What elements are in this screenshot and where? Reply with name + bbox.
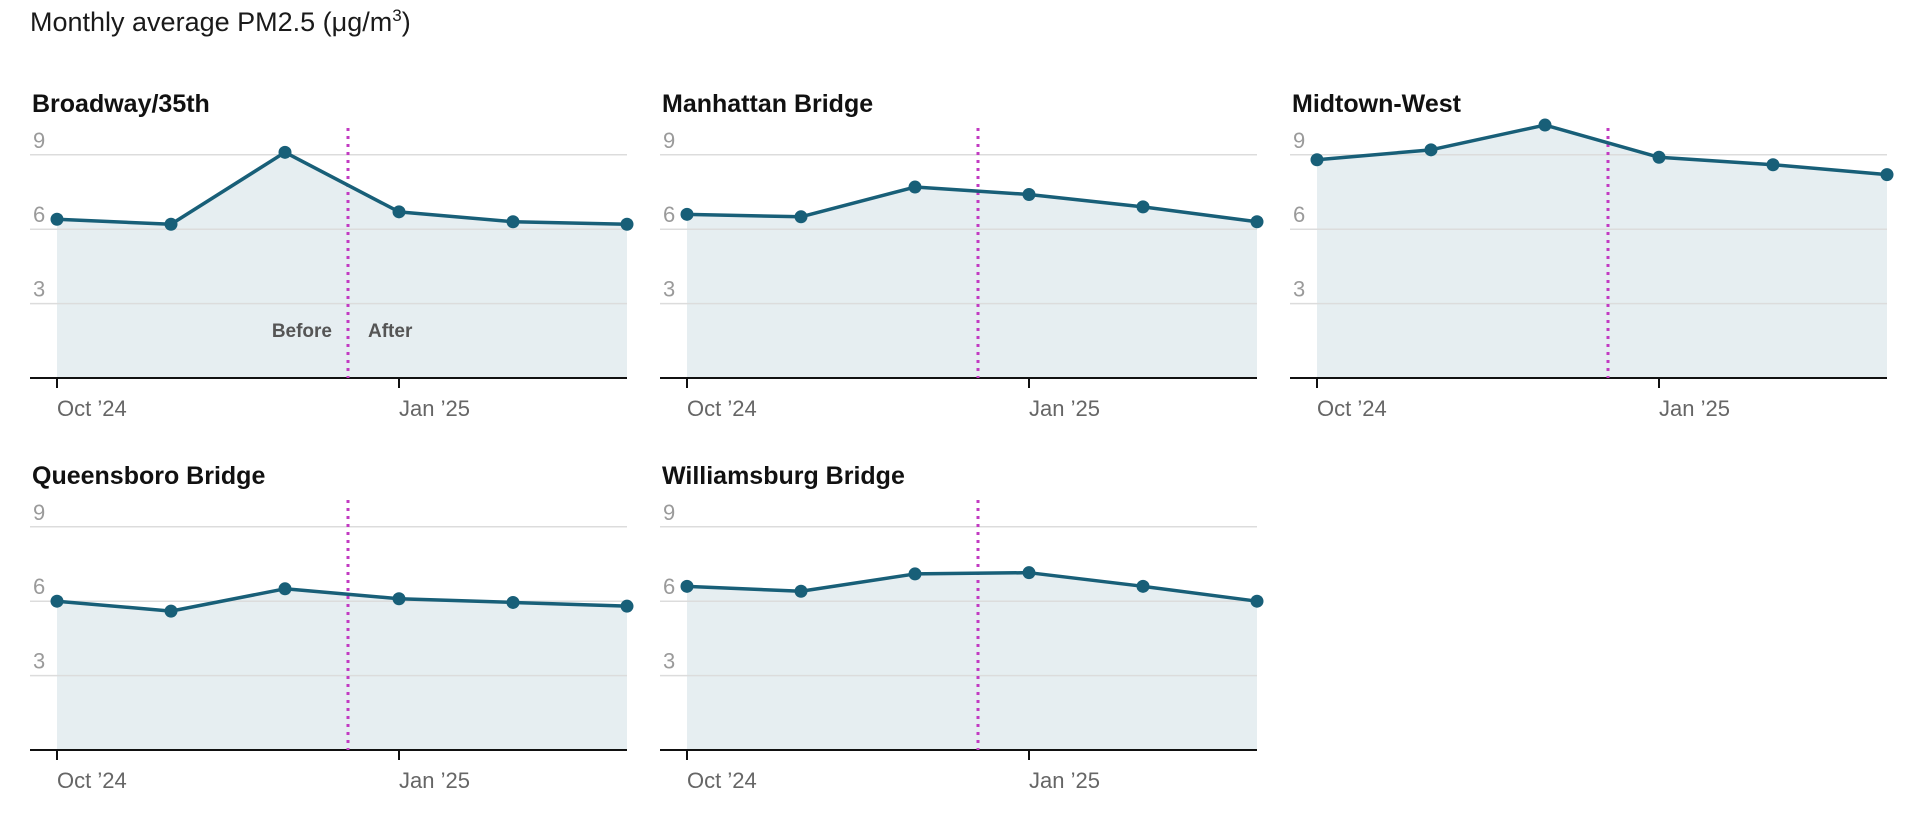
data-point <box>1136 579 1150 593</box>
data-point <box>1250 215 1264 229</box>
x-tick-label: Oct ’24 <box>57 768 127 793</box>
data-point <box>1022 566 1036 580</box>
data-point <box>278 582 292 596</box>
y-tick-label: 6 <box>33 202 45 227</box>
data-point <box>620 599 634 613</box>
data-point <box>1136 200 1150 214</box>
data-point <box>620 217 634 231</box>
x-tick-label: Jan ’25 <box>399 396 470 421</box>
area-fill <box>687 187 1257 378</box>
panel-title: Manhattan Bridge <box>662 90 873 118</box>
data-point <box>1310 153 1324 167</box>
y-tick-label: 9 <box>663 128 675 153</box>
data-point <box>278 145 292 159</box>
y-tick-label: 9 <box>1293 128 1305 153</box>
x-tick-label: Oct ’24 <box>687 768 757 793</box>
y-tick-label: 6 <box>1293 202 1305 227</box>
x-tick-label: Jan ’25 <box>399 768 470 793</box>
y-tick-label: 9 <box>33 500 45 525</box>
chart-title-close: ) <box>401 7 411 37</box>
y-tick-label: 9 <box>663 500 675 525</box>
data-point <box>506 215 520 229</box>
x-tick-label: Oct ’24 <box>57 396 127 421</box>
data-point <box>680 579 694 593</box>
y-tick-label: 6 <box>663 202 675 227</box>
chart-title-superscript: 3 <box>392 6 402 25</box>
panel-1: Broadway/35th 3 6 9 Oct ’24 Jan ’25 Before Afte… <box>30 90 634 421</box>
area-fill <box>687 572 1257 750</box>
data-point <box>908 180 922 194</box>
y-tick-label: 6 <box>33 574 45 599</box>
panel-title: Queensboro Bridge <box>32 462 265 490</box>
y-tick-label: 3 <box>33 277 45 302</box>
data-point <box>680 207 694 221</box>
data-point <box>1880 168 1894 182</box>
x-tick-label: Oct ’24 <box>687 396 757 421</box>
data-point <box>908 567 922 581</box>
area-fill <box>1317 125 1887 378</box>
data-point <box>506 595 520 609</box>
annotation-after: After <box>368 321 413 342</box>
data-point <box>164 217 178 231</box>
data-point <box>1652 150 1666 164</box>
panel-3: Midtown-West 3 6 9 Oct ’24 Jan ’25 <box>1290 90 1894 421</box>
panel-title: Midtown-West <box>1292 90 1462 118</box>
y-tick-label: 9 <box>33 128 45 153</box>
data-point <box>1424 143 1438 157</box>
data-point <box>794 584 808 598</box>
series-line <box>1316 123 1888 177</box>
area-fill <box>57 588 627 750</box>
chart-title-text: Monthly average PM2.5 (μg/m <box>30 7 393 37</box>
data-point <box>1538 118 1552 132</box>
series-line <box>686 185 1258 224</box>
data-point <box>1022 187 1036 201</box>
data-point <box>392 592 406 606</box>
y-tick-label: 3 <box>663 649 675 674</box>
x-tick-label: Jan ’25 <box>1659 396 1730 421</box>
y-tick-label: 3 <box>663 277 675 302</box>
annotation-before: Before <box>272 321 332 342</box>
x-tick-label: Jan ’25 <box>1029 768 1100 793</box>
series-line <box>686 570 1258 603</box>
series-line <box>56 150 628 226</box>
x-tick-label: Jan ’25 <box>1029 396 1100 421</box>
y-tick-label: 3 <box>1293 277 1305 302</box>
panel-title: Broadway/35th <box>32 90 210 118</box>
panel-2: Manhattan Bridge 3 6 9 Oct ’24 Jan ’25 <box>660 90 1264 421</box>
data-point <box>392 205 406 219</box>
data-point <box>50 594 64 608</box>
panel-title: Williamsburg Bridge <box>662 462 905 490</box>
panel-4: Queensboro Bridge 3 6 9 Oct ’24 Jan ’25 <box>30 462 634 793</box>
chart-title: Monthly average PM2.5 (μg/m3) <box>30 6 411 38</box>
data-point <box>50 212 64 226</box>
panel-5: Williamsburg Bridge 3 6 9 Oct ’24 Jan ’25 <box>660 462 1264 793</box>
x-tick-label: Oct ’24 <box>1317 396 1387 421</box>
y-tick-label: 3 <box>33 649 45 674</box>
y-tick-label: 6 <box>663 574 675 599</box>
data-point <box>1766 158 1780 172</box>
data-point <box>794 210 808 224</box>
data-point <box>164 604 178 618</box>
data-point <box>1250 594 1264 608</box>
area-fill <box>57 152 627 378</box>
series-line <box>56 587 628 613</box>
